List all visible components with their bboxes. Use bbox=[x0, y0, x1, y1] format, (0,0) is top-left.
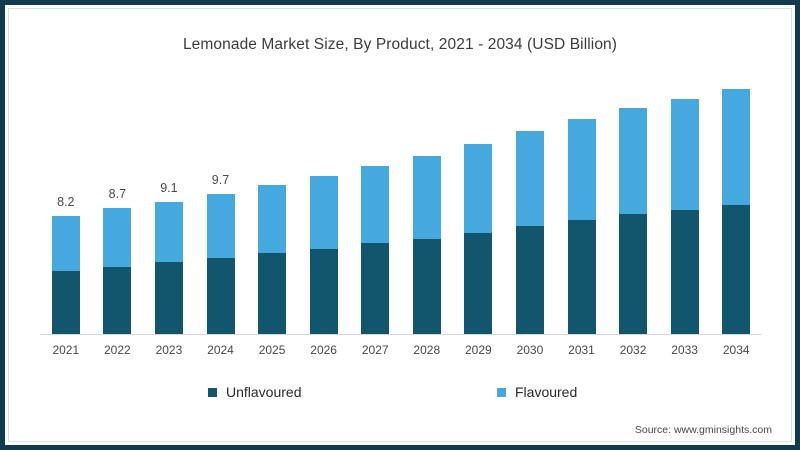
chart-legend: Unflavoured Flavoured bbox=[0, 384, 800, 406]
bar-segment-flavoured[interactable] bbox=[619, 107, 648, 215]
x-axis-tick-label: 2024 bbox=[207, 343, 234, 357]
bar-segment-flavoured[interactable] bbox=[51, 215, 80, 271]
bar-value-label: 8.7 bbox=[108, 187, 127, 202]
bar-segment-unflavoured[interactable] bbox=[670, 209, 699, 335]
bar-segment-flavoured[interactable] bbox=[412, 155, 441, 239]
bar-value-label: 8.2 bbox=[57, 194, 75, 209]
bar-value-label: 9.1 bbox=[160, 181, 178, 196]
x-axis-tick-label: 2026 bbox=[310, 343, 337, 357]
legend-item-unflavoured[interactable]: Unflavoured bbox=[208, 384, 302, 400]
x-axis-tick-label: 2025 bbox=[258, 343, 286, 357]
bar-segment-unflavoured[interactable] bbox=[722, 205, 751, 335]
bar-segment-flavoured[interactable] bbox=[515, 131, 544, 226]
bar-segment-unflavoured[interactable] bbox=[619, 214, 648, 335]
bar-segment-flavoured[interactable] bbox=[670, 98, 699, 210]
legend-label: Unflavoured bbox=[226, 384, 302, 400]
bar-segment-unflavoured[interactable] bbox=[154, 262, 183, 335]
x-axis-tick-label: 2031 bbox=[568, 343, 595, 357]
bar-value-label: 9.7 bbox=[211, 172, 230, 187]
bar-segment-flavoured[interactable] bbox=[722, 88, 751, 206]
x-axis-tick-labels: 2021 2022 2023 2024 2025 2026 2027 2028 2029 2030… bbox=[40, 340, 762, 360]
bar-segment-flavoured[interactable] bbox=[464, 144, 493, 233]
bar-segment-unflavoured[interactable] bbox=[361, 243, 390, 335]
bar-segment-unflavoured[interactable] bbox=[412, 238, 441, 335]
x-axis-tick-label: 2027 bbox=[361, 343, 389, 357]
x-axis-line bbox=[40, 334, 762, 335]
x-axis-tick-label: 2028 bbox=[413, 343, 441, 357]
bar-segment-flavoured[interactable] bbox=[103, 208, 132, 267]
legend-swatch-icon bbox=[497, 387, 506, 397]
bar-segment-flavoured[interactable] bbox=[154, 202, 183, 263]
x-axis-tick-label: 2033 bbox=[671, 343, 698, 357]
bar-segment-unflavoured[interactable] bbox=[309, 249, 338, 335]
source-attribution: Source: www.gminsights.com bbox=[634, 424, 772, 436]
chart-title: Lemonade Market Size, By Product, 2021 -… bbox=[182, 36, 618, 53]
bar-segment-unflavoured[interactable] bbox=[258, 253, 287, 335]
x-axis-tick-label: 2029 bbox=[464, 343, 492, 357]
bar-segment-unflavoured[interactable] bbox=[206, 257, 235, 335]
bar-segment-unflavoured[interactable] bbox=[103, 266, 132, 335]
bar-segment-flavoured[interactable] bbox=[567, 119, 596, 220]
legend-label: Flavoured bbox=[515, 384, 578, 400]
legend-swatch-icon bbox=[208, 387, 217, 397]
plot-area: 8.2 8.7 9.1 9.7 bbox=[40, 80, 760, 335]
x-axis-tick-label: 2023 bbox=[155, 343, 183, 357]
bar-segment-unflavoured[interactable] bbox=[515, 225, 544, 335]
bar-segment-flavoured[interactable] bbox=[309, 176, 338, 250]
bar-segment-flavoured[interactable] bbox=[361, 165, 390, 244]
bar-segment-unflavoured[interactable] bbox=[51, 270, 80, 335]
x-axis-tick-label: 2032 bbox=[619, 343, 647, 357]
x-axis-tick-label: 2022 bbox=[103, 343, 131, 357]
bar-segment-unflavoured[interactable] bbox=[464, 233, 493, 335]
legend-item-flavoured[interactable]: Flavoured bbox=[497, 384, 577, 400]
x-axis-tick-label: 2034 bbox=[722, 343, 750, 357]
bar-segment-flavoured[interactable] bbox=[206, 193, 235, 258]
bar-segment-flavoured[interactable] bbox=[258, 184, 287, 254]
x-axis-tick-label: 2030 bbox=[516, 343, 544, 357]
bar-segment-unflavoured[interactable] bbox=[567, 219, 596, 335]
x-axis-tick-label: 2021 bbox=[52, 343, 80, 357]
